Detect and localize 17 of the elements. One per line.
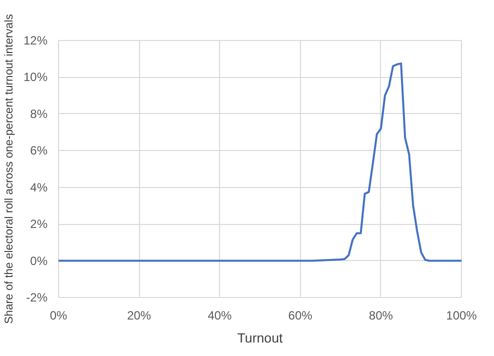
- y-axis-title: Share of the electoral roll across one-percent turnout intervals: [3, 14, 16, 324]
- y-tick-label: 10%: [23, 70, 48, 84]
- x-tick-label: 100%: [446, 308, 478, 322]
- y-tick-label: 12%: [23, 34, 48, 48]
- x-tick-label: 40%: [208, 308, 232, 322]
- y-tick-label: 6%: [30, 144, 48, 158]
- y-tick-label: 2%: [30, 217, 48, 232]
- x-tick-label: 0%: [50, 308, 68, 322]
- line-series: [58, 62, 462, 262]
- y-tick-label: -2%: [26, 290, 48, 304]
- x-tick-label: 80%: [368, 308, 394, 322]
- x-tick-label: 20%: [127, 308, 152, 322]
- y-tick-label: 0%: [30, 254, 48, 268]
- y-tick-label: 8%: [30, 106, 48, 121]
- y-tick-label: 4%: [30, 180, 48, 194]
- x-tick-label: 60%: [288, 308, 313, 322]
- x-axis-title: Turnout: [237, 330, 284, 346]
